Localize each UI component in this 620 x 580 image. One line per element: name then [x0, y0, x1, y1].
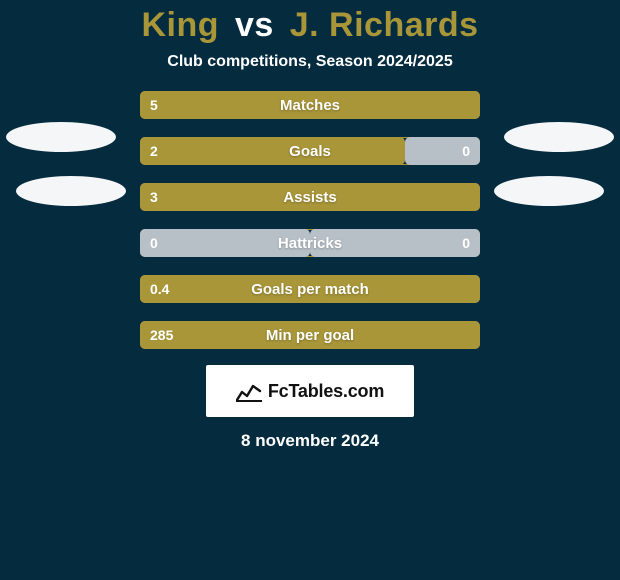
decorative-orb	[6, 122, 116, 152]
bar-right-fill	[405, 137, 480, 165]
stat-row: 00Hattricks	[140, 229, 480, 257]
bar-left-fill	[140, 183, 480, 211]
bar-left-fill	[140, 137, 405, 165]
player-a-name: King	[141, 6, 219, 44]
bar-left-fill	[140, 321, 480, 349]
decorative-orb	[504, 122, 614, 152]
bar-left-fill	[140, 91, 480, 119]
snapshot-date: 8 november 2024	[0, 431, 620, 451]
vs-separator: vs	[235, 6, 274, 44]
subtitle: Club competitions, Season 2024/2025	[0, 53, 620, 71]
stat-row: 0.4Goals per match	[140, 275, 480, 303]
bar-left-fill	[140, 229, 310, 257]
stat-row: 5Matches	[140, 91, 480, 119]
bar-left-fill	[140, 275, 480, 303]
player-b-name: J. Richards	[290, 6, 479, 44]
stat-row: 20Goals	[140, 137, 480, 165]
brand-logo-icon	[236, 380, 262, 402]
brand-badge: FcTables.com	[206, 365, 414, 417]
brand-name: FcTables.com	[268, 381, 384, 402]
decorative-orb	[494, 176, 604, 206]
decorative-orb	[16, 176, 126, 206]
stat-row: 3Assists	[140, 183, 480, 211]
stat-row: 285Min per goal	[140, 321, 480, 349]
bar-right-fill	[310, 229, 480, 257]
comparison-card: King vs J. Richards Club competitions, S…	[0, 0, 620, 580]
page-title: King vs J. Richards	[0, 0, 620, 45]
